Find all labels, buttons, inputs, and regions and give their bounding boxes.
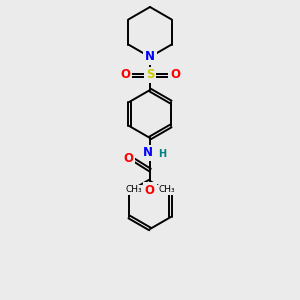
Text: O: O (145, 184, 155, 196)
Text: N: N (145, 50, 155, 64)
Text: O: O (120, 68, 130, 82)
Text: H: H (158, 149, 166, 159)
Text: O: O (170, 68, 180, 82)
Text: N: N (143, 146, 153, 160)
Text: S: S (146, 68, 154, 82)
Text: CH₃: CH₃ (125, 185, 142, 194)
Text: O: O (123, 152, 133, 164)
Text: CH₃: CH₃ (158, 185, 175, 194)
Text: O: O (145, 184, 155, 196)
